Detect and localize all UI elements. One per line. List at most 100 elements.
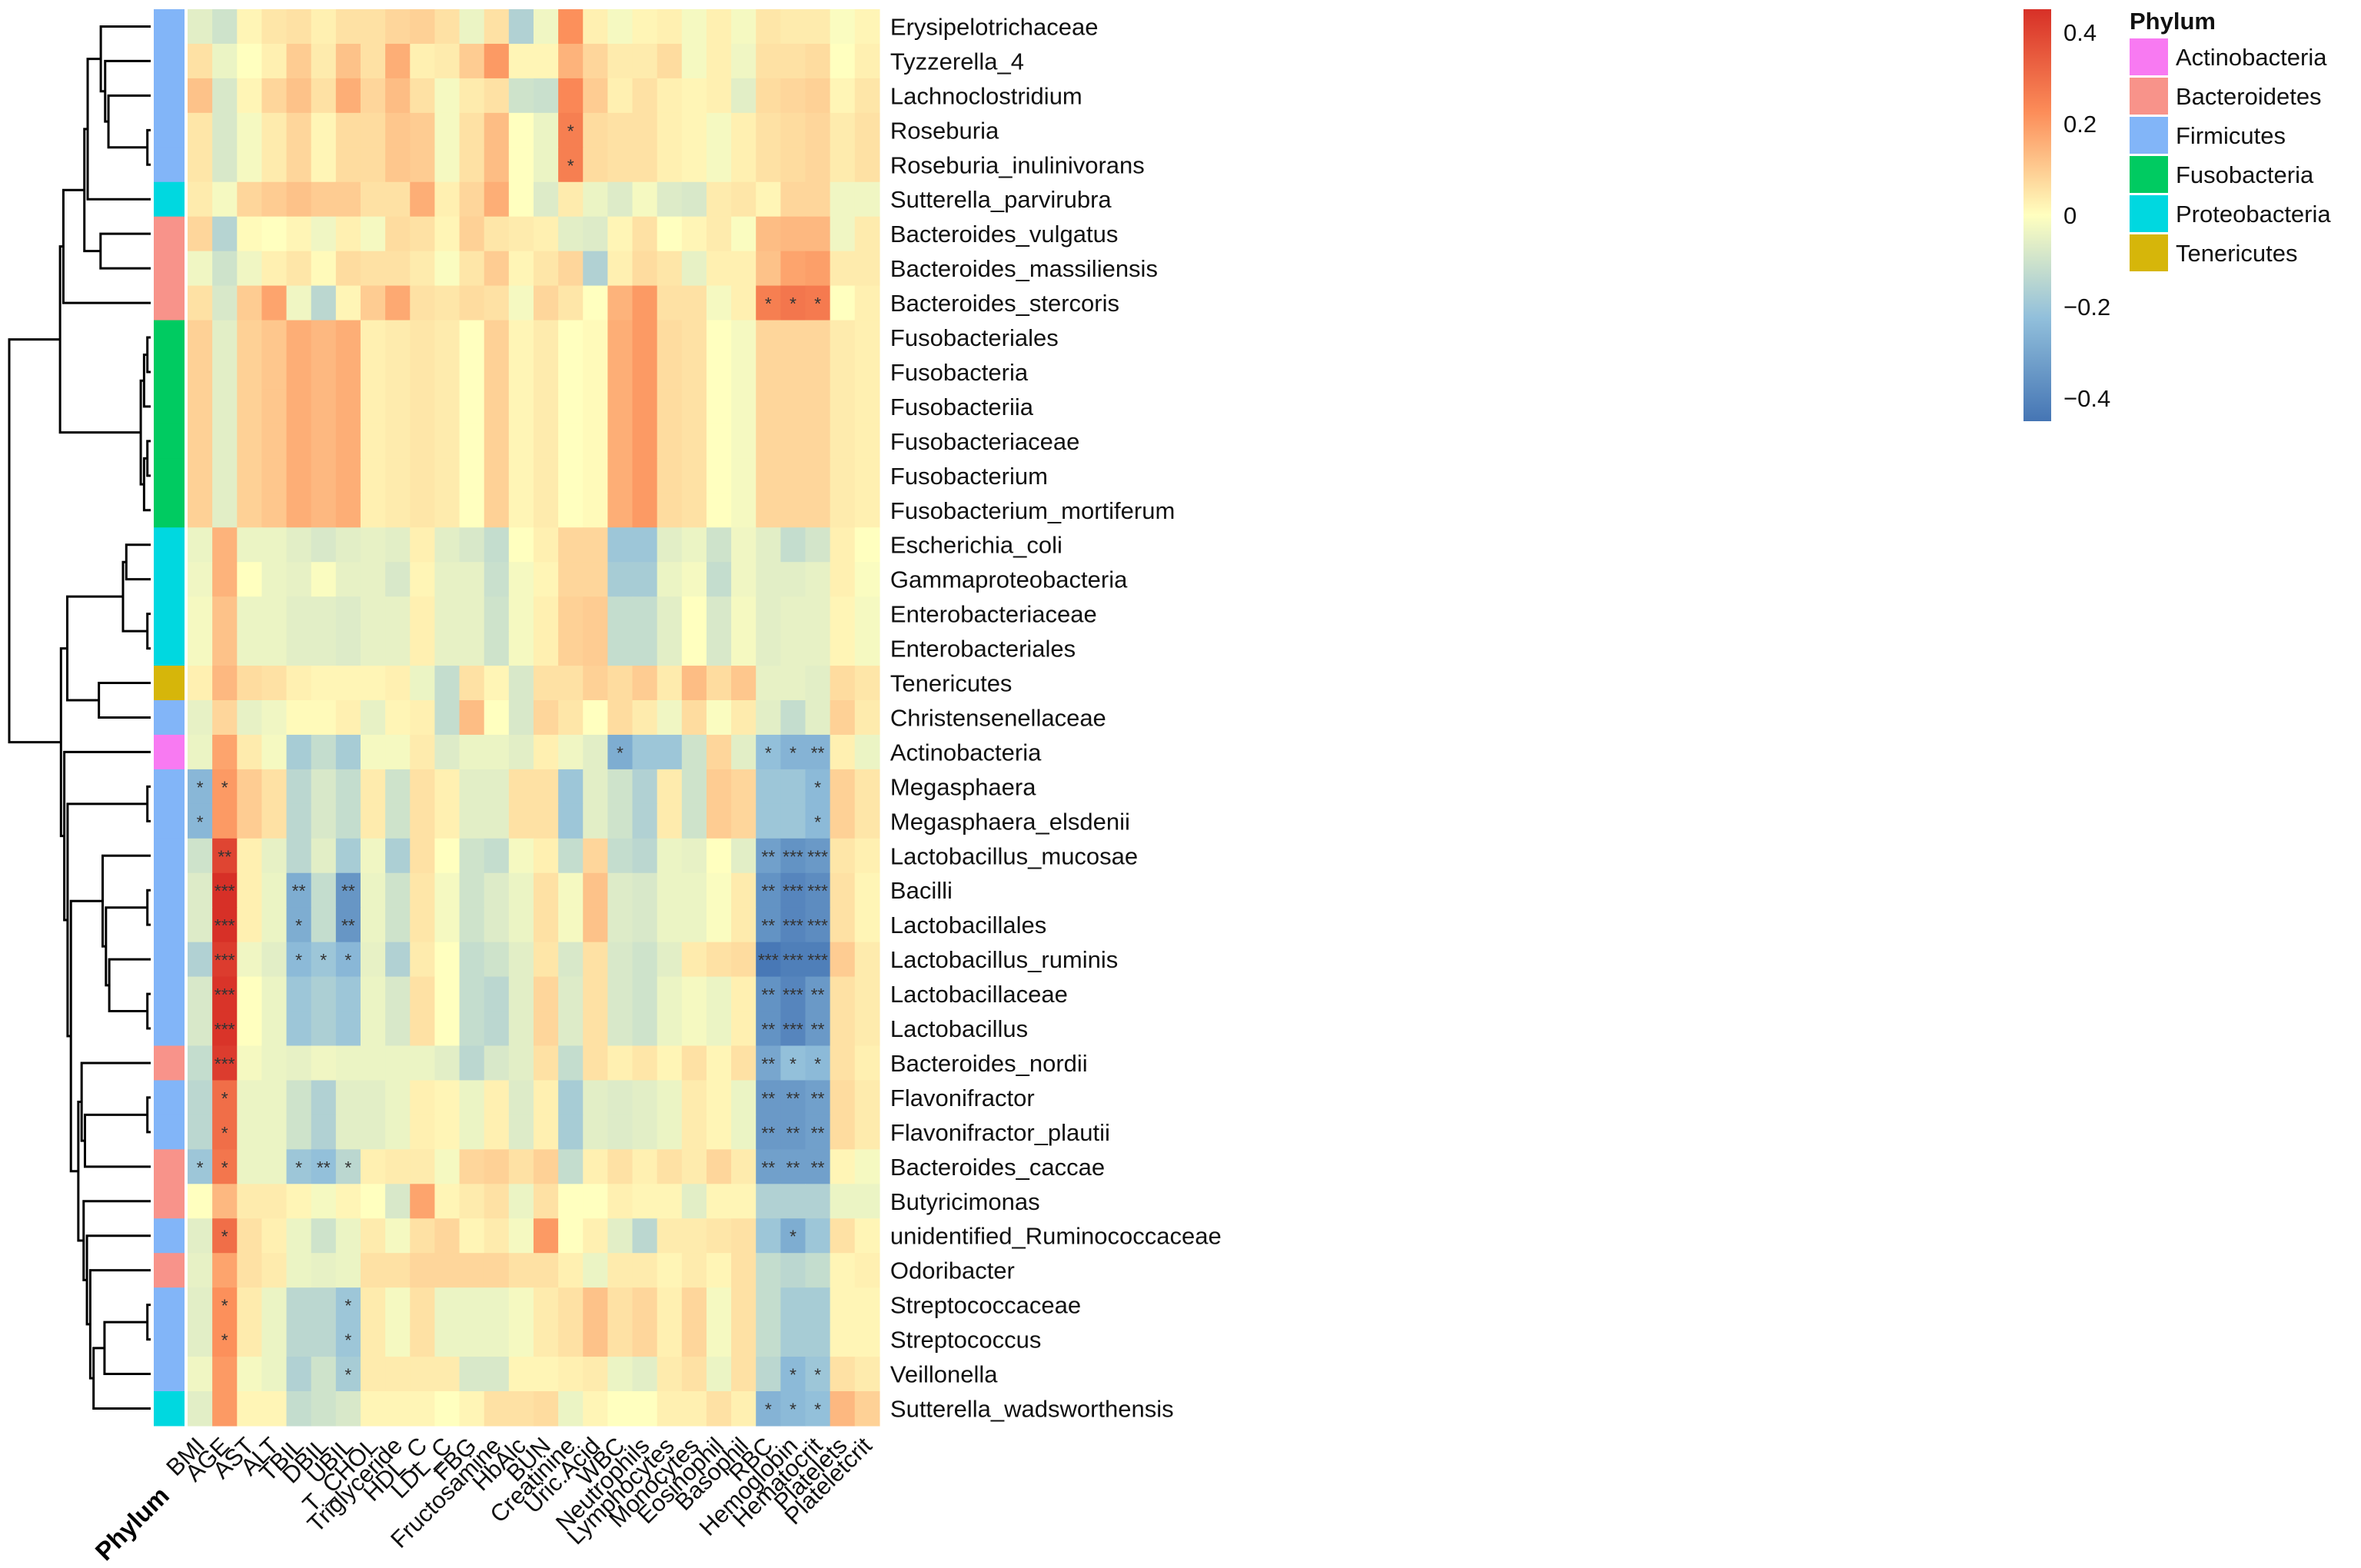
heatmap-cell [360, 562, 386, 597]
significance-star: *** [807, 881, 828, 901]
dendrogram-branch [146, 1304, 151, 1341]
heatmap-cell [805, 354, 831, 390]
heatmap-cell [805, 769, 831, 805]
heatmap-cell [311, 631, 337, 666]
significance-star: ** [761, 1123, 775, 1143]
heatmap-cell [681, 631, 707, 666]
heatmap-cell [681, 942, 707, 978]
dendrogram-branch [121, 560, 148, 633]
heatmap-cell [237, 734, 263, 770]
heatmap-cell [681, 1322, 707, 1357]
heatmap-cell [706, 112, 732, 148]
heatmap-cell [830, 216, 856, 252]
heatmap-cell [533, 1115, 559, 1150]
colorbar-tick-label: −0.4 [2063, 385, 2110, 412]
heatmap-cell [583, 1391, 608, 1427]
heatmap-cell [607, 803, 633, 839]
heatmap-cell [311, 251, 337, 287]
heatmap-cell [508, 700, 534, 736]
heatmap-cell [286, 838, 312, 874]
heatmap-cell [657, 562, 683, 597]
heatmap-cell [385, 562, 411, 597]
heatmap-cell [583, 147, 608, 183]
heatmap-cell [410, 1391, 435, 1427]
heatmap-cell [484, 562, 510, 597]
heatmap-cell [286, 216, 312, 252]
heatmap-cell [558, 872, 584, 909]
heatmap-cell [261, 1149, 288, 1184]
heatmap-cell [805, 1253, 831, 1288]
phylum-legend-label: Firmicutes [2176, 122, 2286, 149]
heatmap-cell [188, 251, 213, 287]
heatmap-cell [780, 838, 806, 874]
heatmap-cell [237, 838, 263, 874]
heatmap-cell [212, 838, 238, 874]
heatmap-cell [237, 285, 263, 321]
heatmap-cell [311, 666, 337, 701]
row-label: Bacteroides_vulgatus [890, 221, 1118, 247]
heatmap-cell [385, 872, 411, 909]
heatmap-cell [212, 1011, 238, 1047]
heatmap-cell [188, 872, 213, 909]
heatmap-cell [632, 1287, 658, 1323]
heatmap-cell [632, 354, 658, 390]
heatmap-cell [311, 1011, 337, 1047]
heatmap-cell [212, 734, 238, 770]
row-labels: Erysipelotrichaceae Tyzzerella_4 Lachnoclo… [890, 13, 1222, 1422]
dendrogram-branch [98, 682, 151, 719]
heatmap-cell [360, 458, 386, 493]
heatmap-cell [311, 1322, 337, 1357]
heatmap-cell [459, 596, 485, 632]
heatmap-cell [335, 562, 361, 597]
heatmap-cell [780, 700, 806, 736]
row-label: unidentified_Ruminococcaceae [890, 1223, 1222, 1250]
heatmap-cell [558, 562, 584, 597]
heatmap-cell [311, 872, 337, 909]
heatmap-cell [632, 493, 658, 528]
heatmap-cell [311, 803, 337, 839]
heatmap-cell [657, 666, 683, 701]
heatmap-cell [657, 1149, 683, 1184]
heatmap-cell [583, 976, 608, 1012]
heatmap-cell [508, 872, 534, 909]
heatmap-cell [335, 1080, 361, 1115]
heatmap-cell [632, 458, 658, 493]
heatmap-cell [311, 596, 337, 632]
heatmap-cell [484, 493, 510, 528]
heatmap-cell [854, 1322, 880, 1357]
heatmap-cell [607, 942, 633, 978]
heatmap-cell [261, 1080, 288, 1115]
heatmap-cell [583, 666, 608, 701]
heatmap-cell [484, 424, 510, 459]
heatmap-cell [805, 1357, 831, 1392]
heatmap-cell [385, 1357, 411, 1392]
heatmap-cell [434, 1045, 461, 1081]
heatmap-cell [583, 1149, 608, 1184]
heatmap-cell [533, 424, 559, 459]
heatmap-cell [805, 700, 831, 736]
heatmap-cell [583, 354, 608, 390]
significance-star: ** [811, 1088, 825, 1108]
significance-star: ** [761, 985, 775, 1005]
heatmap-cell [533, 112, 559, 148]
phylum-bar-segment [154, 78, 185, 114]
heatmap-cell [706, 1184, 732, 1219]
heatmap-cell [410, 78, 435, 114]
heatmap-cell [286, 769, 312, 805]
phylum-bar-segment [154, 1149, 185, 1184]
heatmap-cell [410, 803, 435, 839]
heatmap-cell [385, 9, 411, 45]
heatmap-cell [286, 147, 312, 183]
heatmap-cell [533, 354, 559, 390]
heatmap-cell [212, 907, 238, 943]
heatmap-cell [731, 1011, 757, 1047]
heatmap-cell [484, 147, 510, 183]
heatmap-cell [508, 354, 534, 390]
heatmap-cell [558, 734, 584, 770]
heatmap-cell [286, 1184, 312, 1219]
heatmap-cell [558, 458, 584, 493]
dendrogram-branch [77, 1101, 84, 1242]
heatmap-cell [756, 1184, 781, 1219]
heatmap-cell [607, 9, 633, 45]
heatmap-cell [360, 907, 386, 943]
